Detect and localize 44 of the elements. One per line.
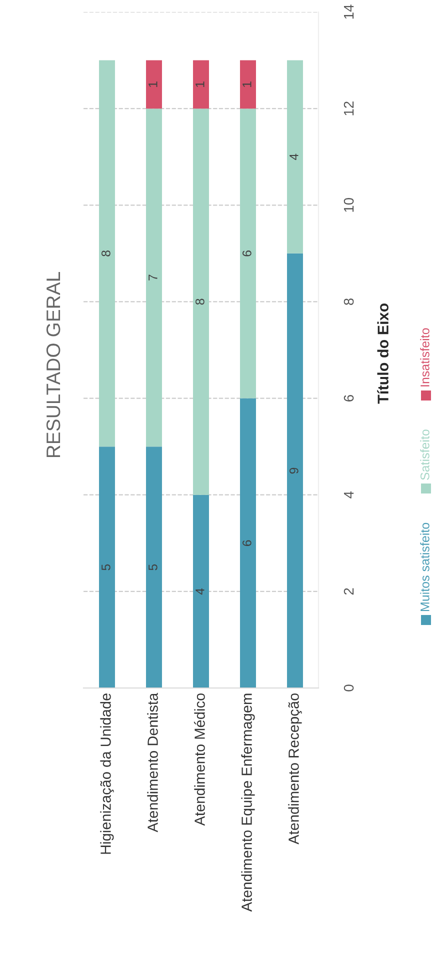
x-tick-label: Atendimento Recepção xyxy=(288,693,302,844)
data-label: 1 xyxy=(148,82,158,87)
y-tick-label: 14 xyxy=(344,4,354,19)
bar xyxy=(99,60,115,447)
data-label: 7 xyxy=(148,274,158,280)
y-tick-label: 0 xyxy=(344,684,354,692)
y-axis-title: Título do Eixo xyxy=(377,303,388,404)
data-label: 4 xyxy=(196,588,204,595)
bar xyxy=(240,108,256,398)
x-tick-label: Atendimento Médico xyxy=(194,693,205,826)
x-tick-label: Atendimento Equipe Enfermagem xyxy=(241,694,255,912)
bar xyxy=(193,108,209,495)
data-label: 1 xyxy=(196,82,204,87)
text: Insatisfeito xyxy=(420,328,430,386)
y-tick-label: 8 xyxy=(344,298,354,305)
bar xyxy=(146,108,162,447)
data-label: 5 xyxy=(102,564,110,570)
text: Muitos satisfeito xyxy=(420,522,430,611)
data-label: 8 xyxy=(102,250,110,256)
y-tick-label: 6 xyxy=(344,395,354,402)
bar xyxy=(287,253,303,688)
data-label: 1 xyxy=(242,82,252,87)
x-tick-label: Atendimento Dentista xyxy=(147,692,158,832)
text: Satisfeito xyxy=(420,430,430,480)
y-tick-label: 10 xyxy=(344,198,354,212)
bar xyxy=(240,398,256,688)
data-label: 5 xyxy=(148,564,158,570)
bar xyxy=(287,60,303,254)
bar xyxy=(146,60,162,109)
bar xyxy=(146,446,162,688)
bar xyxy=(193,494,209,688)
y-tick-label: 4 xyxy=(344,491,354,498)
x-tick-label: Higienização da Unidade xyxy=(100,694,114,854)
data-label: 9 xyxy=(290,468,298,474)
y-tick-label: 2 xyxy=(344,588,354,595)
text: RESULTADO GERAL xyxy=(46,272,60,458)
bar xyxy=(99,446,115,688)
data-label: 8 xyxy=(196,298,204,305)
y-tick-label: 12 xyxy=(344,102,354,116)
bar xyxy=(240,60,256,109)
data-label: 6 xyxy=(242,540,252,546)
bar xyxy=(193,60,209,109)
data-label: 6 xyxy=(242,250,252,256)
data-label: 4 xyxy=(290,154,298,160)
